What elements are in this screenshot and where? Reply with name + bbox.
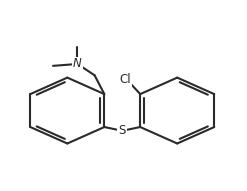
Text: N: N <box>73 57 82 70</box>
Text: Cl: Cl <box>120 74 131 87</box>
Text: S: S <box>119 124 126 137</box>
